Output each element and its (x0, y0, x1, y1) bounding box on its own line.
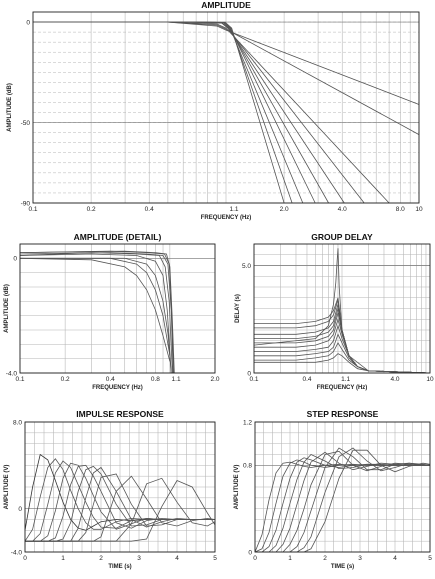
x-tick-label: 8.0 (396, 206, 405, 213)
x-tick-label: 0.1 (15, 376, 24, 383)
x-axis-label: FREQUENCY (Hz) (92, 385, 143, 391)
x-tick-label: 2 (99, 555, 103, 562)
x-axis-label: TIME (s) (331, 564, 354, 570)
x-tick-label: 4.0 (390, 376, 399, 383)
y-tick-label: 0 (247, 370, 251, 377)
x-tick-label: 0.1 (249, 376, 258, 383)
series-line-1 (19, 257, 171, 362)
chart-title: AMPLITUDE (201, 0, 251, 10)
x-tick-label: 1 (61, 555, 65, 562)
series-line-5 (19, 252, 173, 374)
x-tick-label: 1 (288, 555, 292, 562)
x-tick-label: 0.2 (87, 206, 96, 213)
x-tick-label: 0.8 (151, 376, 160, 383)
series-line-8 (19, 250, 175, 374)
plot-frame (19, 243, 216, 374)
plot-frame (24, 421, 216, 553)
y-tick-label: 0 (13, 256, 17, 263)
series-line-6 (19, 252, 174, 374)
chart-title: GROUP DELAY (311, 232, 373, 242)
y-axis-label: AMPLITUDE (dB) (4, 284, 10, 333)
y-tick-label: -4.0 (6, 370, 18, 377)
chart-1: 0.1 0.2 0.4 1.1 2.0 4.0 8.0 10 0 -50 -90 AMPLITUDE F… (7, 0, 423, 221)
x-tick-label: 10 (415, 206, 423, 213)
series-line-10 (33, 21, 285, 204)
x-tick-label: 0.4 (106, 376, 115, 383)
x-tick-label: 1.1 (172, 376, 181, 383)
y-tick-label: -90 (21, 200, 31, 207)
x-tick-label: 3 (358, 555, 362, 562)
series-line-9 (254, 342, 431, 374)
y-tick-label: -4.0 (11, 549, 23, 556)
series-line-11 (253, 248, 431, 374)
x-tick-label: 4 (175, 555, 179, 562)
x-tick-label: 0 (253, 555, 257, 562)
y-axis-label: AMPLITUDE (V) (4, 465, 10, 510)
y-tick-label: 8.0 (13, 419, 22, 426)
plot-frame (254, 421, 431, 553)
chart-2: 0.1 0.2 0.4 0.8 1.1 2.0 0 -4.0 AMPLITUDE (DETAIL… (4, 232, 220, 391)
chart-title: STEP RESPONSE (307, 409, 379, 419)
chart-3: 0.1 0.4 1.1 4.0 10 0 5.0 GROUP DELAY FREQUENCY (… (235, 232, 434, 391)
y-tick-label: 5.0 (242, 263, 251, 270)
series-line-11 (25, 479, 216, 542)
x-tick-label: 0.2 (61, 376, 70, 383)
x-tick-label: 0 (23, 555, 27, 562)
x-tick-label: 2.0 (280, 206, 289, 213)
x-tick-label: 10 (426, 376, 434, 383)
y-tick-label: 0 (248, 549, 252, 556)
chart-5: 0 1 2 3 4 5 0 0.8 1.2 STEP RESPONSE TIME (s) AMPLIT… (234, 409, 432, 570)
x-axis-label: FREQUENCY (Hz) (317, 385, 368, 391)
plot-frame (32, 11, 420, 204)
y-tick-label: -50 (21, 120, 31, 127)
series-line-10 (254, 353, 431, 374)
x-axis-label: FREQUENCY (Hz) (201, 215, 252, 221)
y-tick-label: 0 (26, 19, 30, 26)
x-tick-label: 2 (323, 555, 327, 562)
series-line-2 (20, 257, 171, 356)
x-tick-label: 3 (137, 555, 141, 562)
x-tick-label: 1.1 (341, 376, 350, 383)
x-axis-label: TIME (s) (108, 564, 131, 570)
plot-frame (253, 243, 431, 374)
y-tick-label: 0.8 (243, 463, 252, 470)
series-line-4 (255, 454, 430, 553)
chart-title: IMPULSE RESPONSE (76, 409, 164, 419)
x-tick-label: 5 (428, 555, 432, 562)
x-tick-label: 5 (213, 555, 217, 562)
x-tick-label: 4 (393, 555, 397, 562)
y-tick-label: 0 (18, 506, 22, 513)
series-line-3 (20, 257, 172, 374)
y-axis-label: AMPLITUDE (dB) (7, 83, 13, 132)
x-tick-label: 0.4 (302, 376, 311, 383)
x-tick-label: 4.0 (338, 206, 347, 213)
y-axis-label: AMPLITUDE (V) (234, 465, 240, 510)
x-tick-label: 2.0 (210, 376, 219, 383)
y-tick-label: 1.2 (243, 419, 252, 426)
x-tick-label: 0.1 (28, 206, 37, 213)
chart-title: AMPLITUDE (DETAIL) (74, 232, 162, 242)
series-line-4 (19, 253, 172, 374)
y-axis-label: DELAY (s) (235, 294, 241, 323)
x-tick-label: 0.4 (145, 206, 154, 213)
x-tick-label: 1.1 (229, 206, 238, 213)
